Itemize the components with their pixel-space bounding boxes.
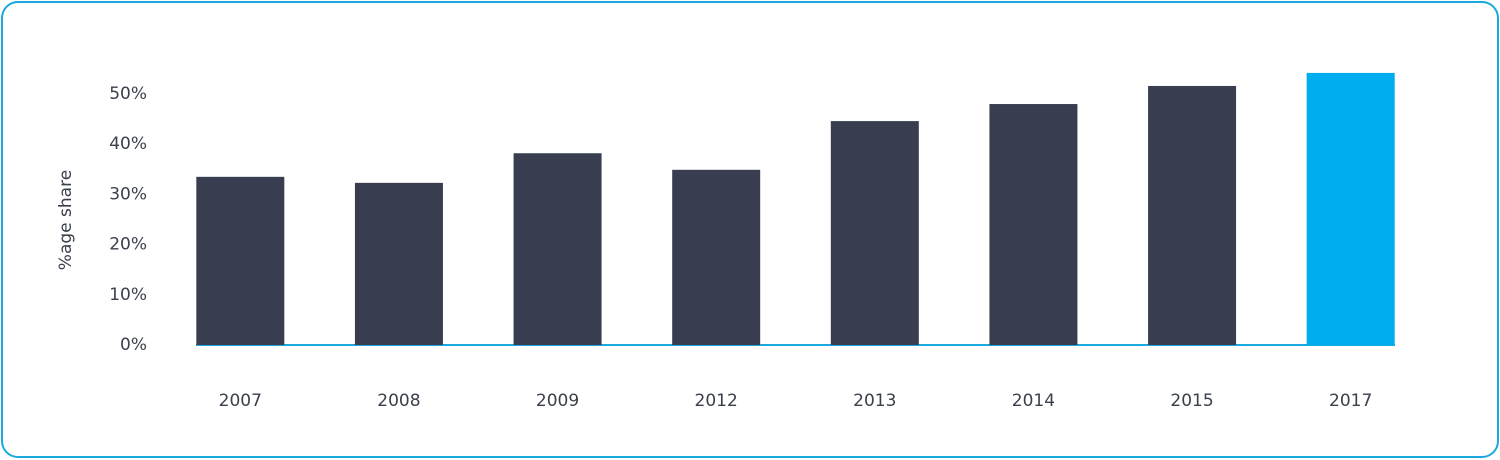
x-tick-label: 2007 bbox=[219, 391, 262, 411]
y-axis-label: %age share bbox=[56, 170, 76, 270]
x-tick-label: 2008 bbox=[377, 391, 420, 411]
bar bbox=[830, 121, 919, 345]
bar bbox=[672, 169, 761, 345]
bar bbox=[989, 104, 1078, 345]
bar bbox=[1306, 72, 1395, 345]
bar bbox=[196, 176, 285, 345]
y-tick-label: 10% bbox=[109, 285, 147, 305]
y-tick-label: 50% bbox=[109, 84, 147, 104]
y-tick-label: 30% bbox=[109, 184, 147, 204]
x-tick-label: 2014 bbox=[1012, 391, 1055, 411]
x-tick-label: 2015 bbox=[1170, 391, 1213, 411]
y-tick-label: 0% bbox=[120, 335, 147, 355]
y-tick-label: 40% bbox=[109, 134, 147, 154]
x-tick-label: 2013 bbox=[853, 391, 896, 411]
x-tick-label: 2009 bbox=[536, 391, 579, 411]
y-tick-label: 20% bbox=[109, 235, 147, 255]
bar bbox=[513, 153, 602, 345]
bar bbox=[354, 182, 443, 345]
bar bbox=[1148, 85, 1237, 345]
x-tick-label: 2017 bbox=[1329, 391, 1372, 411]
x-tick-label: 2012 bbox=[695, 391, 738, 411]
